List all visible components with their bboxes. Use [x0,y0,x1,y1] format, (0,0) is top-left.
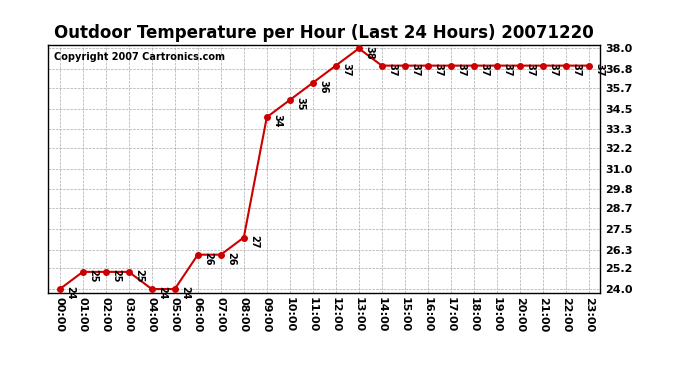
Text: 37: 37 [549,63,558,76]
Text: 37: 37 [456,63,466,76]
Text: 25: 25 [135,269,144,283]
Text: 37: 37 [594,63,604,76]
Text: 26: 26 [226,252,237,266]
Text: 24: 24 [66,286,75,300]
Text: 25: 25 [88,269,99,283]
Text: 37: 37 [525,63,535,76]
Text: 37: 37 [387,63,397,76]
Text: Copyright 2007 Cartronics.com: Copyright 2007 Cartronics.com [54,53,225,62]
Text: 37: 37 [571,63,582,76]
Title: Outdoor Temperature per Hour (Last 24 Hours) 20071220: Outdoor Temperature per Hour (Last 24 Ho… [55,24,594,42]
Text: 35: 35 [295,97,306,111]
Text: 37: 37 [433,63,444,76]
Text: 37: 37 [502,63,513,76]
Text: 34: 34 [273,114,282,128]
Text: 24: 24 [180,286,190,300]
Text: 27: 27 [249,235,259,248]
Text: 24: 24 [157,286,168,300]
Text: 26: 26 [204,252,213,266]
Text: 25: 25 [111,269,121,283]
Text: 37: 37 [480,63,489,76]
Text: 37: 37 [411,63,420,76]
Text: 37: 37 [342,63,351,76]
Text: 38: 38 [364,46,375,59]
Text: 36: 36 [318,80,328,93]
